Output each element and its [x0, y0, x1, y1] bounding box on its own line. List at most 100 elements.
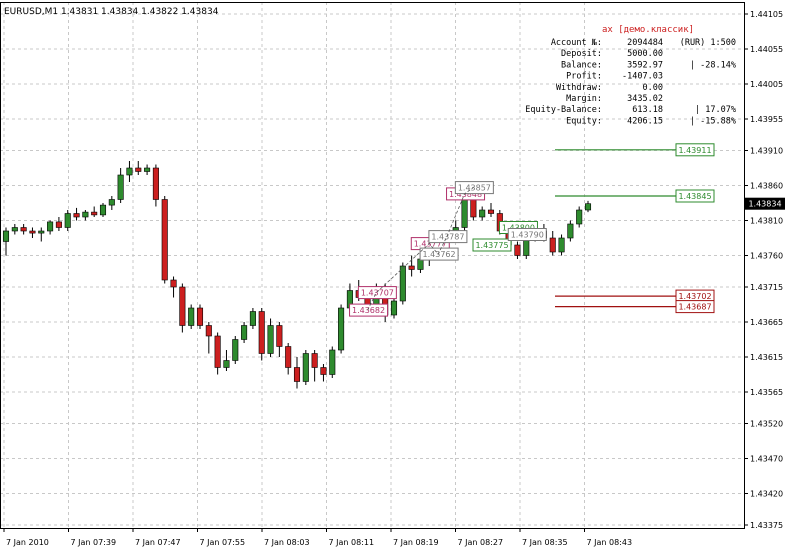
candle: [170, 276, 177, 298]
trade-tag-box: [349, 303, 389, 317]
x-tick-label: 7 Jan 08:43: [587, 538, 633, 547]
order-level-label: 1.43911: [678, 146, 711, 155]
account-row-value: 0.00: [643, 83, 663, 93]
candle: [196, 304, 204, 329]
candle: [558, 234, 565, 256]
x-tick-label: 7 Jan 07:39: [71, 538, 117, 547]
candle-body-bull: [249, 311, 256, 326]
candle-body-bear: [549, 237, 556, 253]
trade-tag-label: 1.43790: [511, 231, 544, 240]
time-axis: 7 Jan 2010 7 Jan 07:39 7 Jan 07:47 7 Jan 07…: [3, 528, 633, 547]
account-row-extra: | 17.07%: [695, 105, 736, 115]
candle-body-bull: [461, 195, 468, 228]
account-row-label: Balance:: [561, 60, 602, 70]
current-price-marker: [745, 197, 785, 210]
candle: [390, 297, 398, 319]
candle: [29, 227, 36, 238]
candle: [64, 210, 71, 231]
candle-body-bear: [152, 167, 159, 200]
candle-body-bull: [479, 209, 486, 218]
candle: [99, 203, 107, 217]
candle: [55, 217, 62, 231]
account-title: ax [демо.классик]: [602, 25, 694, 35]
candle-body-bear: [196, 307, 204, 326]
y-tick-label: 1.43665: [750, 318, 783, 327]
trade-tag-box: [428, 230, 468, 244]
candle: [20, 224, 27, 235]
y-tick-label: 1.43760: [750, 252, 783, 261]
order-level-box: [675, 189, 715, 203]
candle-body-bear: [73, 213, 80, 218]
candle: [82, 210, 89, 221]
candle-body-bull: [232, 339, 239, 361]
candle: [91, 206, 98, 217]
candle-body-bear: [179, 286, 186, 326]
candle-body-bull: [38, 230, 45, 234]
candle: [329, 346, 336, 378]
candle-body-bear: [276, 325, 283, 347]
candle: [276, 322, 283, 357]
candle: [320, 364, 327, 382]
candle-body-bull: [2, 230, 10, 242]
candle-body-bull: [117, 174, 124, 200]
x-tick-label: 7 Jan 08:19: [393, 538, 439, 547]
trade-tag-label: 1.43682: [352, 306, 385, 315]
trade-tag-label: 1.43777: [414, 240, 447, 249]
account-row-label: Withdraw:: [556, 83, 602, 93]
candle-body-bear: [487, 209, 495, 214]
candle: [161, 196, 168, 284]
candle-body-bear: [135, 167, 142, 172]
account-row-value: 2094484: [627, 38, 663, 48]
candle: [135, 161, 142, 175]
candle-body-bear: [285, 346, 292, 368]
candle-body-bear: [91, 211, 98, 216]
candle: [549, 231, 556, 256]
candle-body-bull: [399, 265, 406, 302]
candle: [188, 304, 195, 329]
candle-body-bull: [576, 209, 583, 225]
candle: [47, 220, 54, 235]
x-tick-label: 7 Jan 08:27: [458, 538, 504, 547]
candle: [584, 200, 592, 213]
candle-body-bull: [567, 223, 574, 239]
candle: [223, 350, 230, 371]
plot-area: [0, 2, 744, 528]
candle: [117, 168, 124, 203]
x-tick-label: 7 Jan 07:47: [135, 538, 181, 547]
candle-body-bull: [390, 300, 398, 316]
candle: [249, 308, 256, 329]
account-row-value: 5000.00: [627, 49, 663, 59]
y-tick-label: 1.43860: [750, 182, 783, 191]
candle-body-bear: [408, 265, 415, 270]
trade-tag-label: 1.43787: [431, 233, 464, 242]
order-level-label: 1.43687: [678, 303, 711, 312]
candle: [152, 164, 159, 207]
candle: [214, 332, 221, 375]
y-tick-label: 1.44105: [750, 10, 783, 19]
candle: [258, 308, 265, 361]
candle-body-bull: [302, 353, 309, 382]
candle: [2, 227, 10, 256]
candle: [126, 161, 133, 182]
account-row-label: Profit:: [566, 72, 602, 82]
candle-body-bear: [55, 221, 62, 228]
order-level-box: [675, 300, 715, 314]
trade-tag-box: [507, 228, 547, 241]
candle-body-bull: [82, 211, 89, 218]
candle-body-bear: [514, 244, 521, 256]
candle-body-bull: [126, 167, 133, 176]
candle-body-bull: [99, 204, 107, 216]
candle-body-bear: [29, 230, 36, 234]
candle: [514, 241, 521, 259]
account-row-value: 3435.02: [627, 94, 663, 104]
candle: [285, 343, 292, 375]
y-tick-label: 1.43420: [750, 490, 783, 499]
account-row-extra: | -15.88%: [690, 116, 736, 126]
candle-body-bull: [267, 325, 274, 354]
y-tick-label: 1.43810: [750, 217, 783, 226]
trade-tag-box: [454, 181, 494, 195]
account-row-label: Equity-Balance:: [525, 105, 602, 115]
trade-tag-label: 1.43857: [458, 184, 491, 193]
candle-body-bull: [584, 203, 592, 211]
